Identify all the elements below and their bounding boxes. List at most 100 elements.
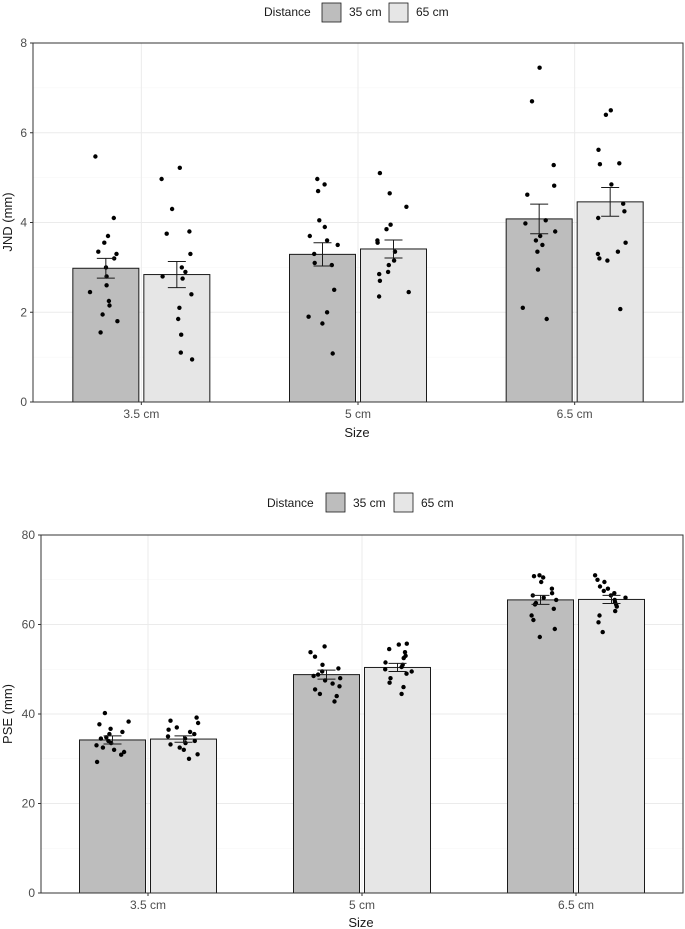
pse-bar-35cm-1 bbox=[293, 674, 360, 894]
jnd-point bbox=[315, 188, 321, 194]
pse-point bbox=[195, 752, 200, 757]
jnd-point bbox=[387, 191, 392, 196]
jnd-point bbox=[307, 233, 312, 239]
pse-point bbox=[315, 672, 321, 677]
pse-point bbox=[549, 591, 555, 596]
jnd-point bbox=[176, 316, 181, 322]
jnd-point bbox=[553, 229, 558, 234]
jnd-point bbox=[621, 201, 626, 206]
pse-point bbox=[541, 575, 546, 580]
pse-point bbox=[102, 710, 108, 716]
pse-point bbox=[97, 722, 102, 727]
pse-point bbox=[98, 736, 104, 741]
jnd-point bbox=[104, 283, 109, 288]
jnd-point bbox=[596, 147, 601, 152]
jnd-bar-65cm-2 bbox=[576, 201, 644, 403]
pse-point bbox=[181, 747, 186, 752]
jnd-legend-key-65cm bbox=[388, 2, 409, 23]
jnd-point bbox=[160, 274, 165, 279]
jnd-point bbox=[159, 176, 164, 182]
pse-y-tick-label: 60 bbox=[22, 618, 36, 632]
pse-point bbox=[94, 743, 99, 748]
jnd-point bbox=[188, 251, 193, 257]
jnd-point bbox=[312, 260, 317, 266]
pse-point bbox=[597, 584, 603, 589]
pse-point bbox=[541, 595, 546, 600]
jnd-point bbox=[375, 240, 380, 245]
pse-point bbox=[404, 671, 409, 676]
jnd-x-tick-label: 3.5 cm bbox=[123, 407, 159, 421]
pse-point bbox=[337, 684, 342, 689]
pse-legend-title: Distance bbox=[267, 496, 314, 510]
jnd-point bbox=[317, 218, 322, 223]
pse-bars bbox=[79, 598, 645, 894]
jnd-point bbox=[377, 278, 383, 283]
pse-point bbox=[192, 738, 197, 744]
pse-point bbox=[383, 660, 388, 665]
pse-point bbox=[554, 597, 559, 603]
pse-point bbox=[94, 759, 100, 765]
jnd-legend-label-65cm: 65 cm bbox=[416, 5, 449, 19]
pse-point bbox=[187, 729, 193, 735]
jnd-point bbox=[391, 258, 397, 263]
jnd-point bbox=[597, 162, 603, 167]
pse-point bbox=[334, 693, 339, 699]
jnd-point bbox=[179, 332, 184, 337]
jnd-point bbox=[164, 231, 169, 236]
pse-legend-key-65cm bbox=[393, 492, 414, 513]
jnd-point bbox=[377, 271, 382, 277]
pse-point bbox=[186, 756, 192, 761]
pse-point bbox=[317, 691, 323, 697]
pse-point bbox=[401, 684, 406, 690]
jnd-point bbox=[552, 183, 557, 188]
jnd-point bbox=[329, 262, 334, 268]
jnd-point bbox=[115, 319, 120, 324]
pse-point bbox=[119, 752, 124, 757]
pse-point bbox=[165, 734, 171, 739]
jnd-point bbox=[320, 321, 325, 326]
jnd-point bbox=[520, 305, 525, 310]
jnd-point bbox=[98, 330, 103, 335]
pse-point bbox=[332, 699, 337, 704]
pse-point bbox=[108, 726, 113, 731]
jnd-point bbox=[543, 218, 548, 223]
pse-y-tick-label: 20 bbox=[22, 797, 36, 811]
jnd-point bbox=[617, 161, 622, 166]
pse-point bbox=[126, 719, 131, 724]
jnd-y-ticks: 0 2 4 6 8 bbox=[20, 36, 33, 409]
jnd-point bbox=[324, 310, 330, 315]
jnd-point bbox=[597, 256, 602, 261]
pse-point bbox=[623, 595, 628, 600]
jnd-bar-65cm-1 bbox=[360, 248, 427, 403]
pse-point bbox=[121, 749, 127, 755]
jnd-point bbox=[623, 240, 628, 245]
jnd-point bbox=[523, 221, 528, 226]
jnd-bar-35cm-0 bbox=[72, 267, 140, 403]
jnd-point bbox=[178, 350, 183, 355]
jnd-point bbox=[183, 269, 188, 275]
pse-y-tick-label: 0 bbox=[28, 886, 35, 900]
pse-point bbox=[383, 667, 388, 672]
jnd-point bbox=[384, 227, 389, 232]
pse-legend-label-35cm: 35 cm bbox=[353, 496, 386, 510]
pse-point bbox=[168, 718, 173, 723]
pse-x-ticks: 3.5 cm 5 cm 6.5 cm bbox=[130, 893, 594, 912]
pse-point bbox=[539, 579, 544, 585]
jnd-point bbox=[535, 267, 541, 272]
pse-y-tick-label: 80 bbox=[22, 528, 36, 542]
jnd-point bbox=[622, 209, 627, 214]
pse-x-tick-label: 3.5 cm bbox=[130, 898, 166, 912]
jnd-bars bbox=[72, 201, 644, 403]
jnd-legend-key-35cm bbox=[321, 2, 342, 23]
jnd-point bbox=[376, 294, 382, 299]
pse-bar-65cm-1 bbox=[364, 666, 431, 894]
pse-point bbox=[194, 715, 199, 720]
pse-point bbox=[100, 745, 106, 750]
jnd-y-tick-label: 6 bbox=[20, 126, 27, 140]
jnd-point bbox=[189, 357, 195, 362]
pse-point bbox=[600, 629, 605, 635]
jnd-point bbox=[102, 240, 107, 245]
jnd-chart: Distance 35 cm 65 cm 0 2 4 6 8 3.5 cm 5 cm 6.5… bbox=[0, 2, 684, 440]
pse-y-tick-label: 40 bbox=[22, 707, 36, 721]
pse-point bbox=[549, 586, 555, 591]
